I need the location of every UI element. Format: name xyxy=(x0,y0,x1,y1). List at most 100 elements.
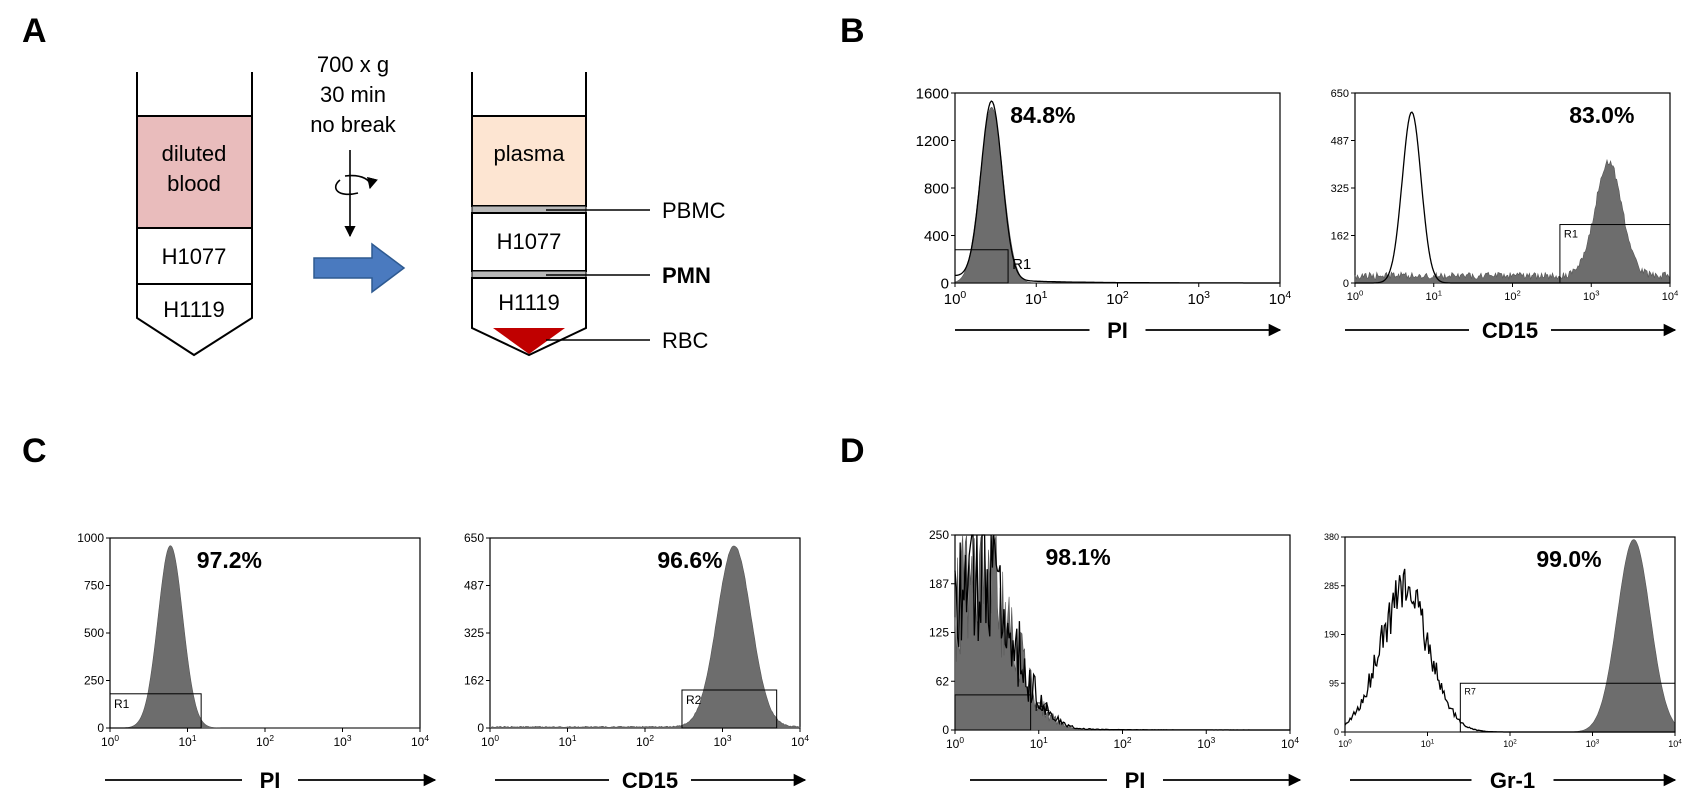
gate-box xyxy=(954,694,1032,731)
y-tick-label: 0 xyxy=(1343,278,1349,290)
pmn-callout: PMN xyxy=(662,263,711,288)
gate-box xyxy=(1559,224,1671,284)
histogram-c-cd15: R2 0 162 325 487 650 100 101 102 103 104 96.6% CD15 xyxy=(464,531,809,793)
y-tick-label: 750 xyxy=(84,579,104,593)
left-h1077-layer xyxy=(136,227,253,285)
diluted-blood-layer xyxy=(136,115,253,229)
x-tick-label: 103 xyxy=(1586,738,1600,749)
filled-histogram xyxy=(1354,158,1671,284)
y-tick-label: 650 xyxy=(1331,88,1349,100)
x-tick-label: 103 xyxy=(1583,289,1600,303)
y-tick-label: 0 xyxy=(477,721,484,735)
rbc-callout: RBC xyxy=(662,328,709,353)
panel-label-d: D xyxy=(840,432,865,470)
centrifuge-speed: 700 x g xyxy=(317,52,389,77)
y-tick-label: 187 xyxy=(929,577,949,591)
x-tick-label: 101 xyxy=(178,733,196,749)
panel-label-a: A xyxy=(22,12,47,50)
gate-label: R1 xyxy=(1012,256,1031,273)
y-tick-label: 0 xyxy=(1334,727,1339,737)
histogram-b-cd15: R1 0 162 325 487 650 100 101 102 103 104 83.0% CD15 xyxy=(1331,88,1679,343)
right-h1077-layer xyxy=(471,212,587,272)
percent-label: 98.1% xyxy=(1045,544,1110,570)
y-tick-label: 500 xyxy=(84,626,104,640)
left-tube: diluted blood H1077 H1119 xyxy=(136,72,253,357)
histogram-b-pi: R1 0 400 800 1200 1600 100 101 102 103 104 84.8% PI xyxy=(916,85,1292,343)
gate-box xyxy=(954,249,1009,284)
y-tick-label: 0 xyxy=(941,275,949,292)
axis-name: PI xyxy=(1125,768,1146,793)
x-tick-label: 100 xyxy=(1338,738,1352,749)
histogram-d-pi: R1 0 62 125 187 250 100 101 102 103 104 98.1% PI xyxy=(929,528,1302,793)
x-tick-label: 100 xyxy=(946,735,964,751)
histogram-d-gr1: R7 0 95 190 285 380 100 101 102 103 104 99.0% Gr-1 xyxy=(1324,532,1682,793)
x-tick-label: 102 xyxy=(1504,289,1521,303)
right-h1119-label: H1119 xyxy=(498,290,560,315)
rotation-icon xyxy=(334,150,378,238)
filled-histogram xyxy=(110,545,420,729)
x-tick-label: 102 xyxy=(1113,735,1131,751)
x-tick-label: 102 xyxy=(1503,738,1517,749)
x-tick-label: 100 xyxy=(1347,289,1364,303)
right-tube: plasma H1077 H1119 xyxy=(471,72,587,357)
gate-box xyxy=(109,693,202,729)
diluted-blood-label-2: blood xyxy=(167,171,221,196)
filled-histogram xyxy=(1345,539,1676,733)
y-tick-label: 487 xyxy=(464,579,484,593)
right-h1077-label: H1077 xyxy=(497,229,562,254)
y-tick-label: 162 xyxy=(464,674,484,688)
left-h1119-layer xyxy=(136,283,253,357)
percent-label: 97.2% xyxy=(197,547,262,573)
y-tick-label: 285 xyxy=(1324,581,1339,591)
x-tick-label: 101 xyxy=(1421,738,1435,749)
y-tick-label: 190 xyxy=(1324,630,1339,640)
x-tick-label: 103 xyxy=(333,733,351,749)
centrifuge-time: 30 min xyxy=(320,82,386,107)
percent-label: 99.0% xyxy=(1536,546,1601,572)
x-tick-label: 103 xyxy=(1197,735,1215,751)
axis-name: PI xyxy=(1107,318,1128,343)
y-tick-label: 800 xyxy=(924,180,949,197)
panel-label-c: C xyxy=(22,432,47,470)
pbmc-callout: PBMC xyxy=(662,198,726,223)
process-arrow xyxy=(313,242,406,294)
y-tick-label: 250 xyxy=(84,674,104,688)
percent-label: 84.8% xyxy=(1010,102,1075,128)
panel-label-b: B xyxy=(840,12,865,50)
x-tick-label: 104 xyxy=(1281,735,1299,751)
y-tick-label: 95 xyxy=(1329,678,1339,688)
right-h1119-layer xyxy=(471,277,587,357)
y-tick-label: 125 xyxy=(929,626,949,640)
x-tick-label: 104 xyxy=(791,733,809,749)
percent-label: 96.6% xyxy=(657,547,722,573)
x-tick-label: 102 xyxy=(256,733,274,749)
outline-histogram xyxy=(955,100,1280,284)
y-tick-label: 162 xyxy=(1331,230,1349,242)
x-tick-label: 103 xyxy=(713,733,731,749)
left-h1119-label: H1119 xyxy=(163,297,225,322)
x-tick-label: 103 xyxy=(1187,289,1210,308)
gate-label: R7 xyxy=(1464,686,1476,696)
diluted-blood-label-1: diluted xyxy=(162,141,227,166)
axis-name: CD15 xyxy=(622,768,678,793)
gate-label: R1 xyxy=(114,697,130,711)
left-h1077-label: H1077 xyxy=(162,244,227,269)
y-tick-label: 1200 xyxy=(916,133,949,150)
y-tick-label: 1000 xyxy=(77,531,104,545)
y-tick-label: 0 xyxy=(97,721,104,735)
y-tick-label: 650 xyxy=(464,531,484,545)
x-tick-label: 100 xyxy=(101,733,119,749)
y-tick-label: 487 xyxy=(1331,135,1349,147)
gate-label: R2 xyxy=(686,693,702,707)
centrifuge-brake: no break xyxy=(310,112,397,137)
x-tick-label: 101 xyxy=(1025,289,1048,308)
x-tick-label: 101 xyxy=(1030,735,1048,751)
y-tick-label: 325 xyxy=(1331,183,1349,195)
plasma-label: plasma xyxy=(494,141,566,166)
histogram-c-pi: R1 0 250 500 750 1000 100 101 102 103 104 97.2% PI xyxy=(77,531,437,793)
y-tick-label: 380 xyxy=(1324,532,1339,542)
axis-name: PI xyxy=(260,768,281,793)
plasma-layer xyxy=(471,115,587,207)
gate-label: R1 xyxy=(1564,229,1578,241)
